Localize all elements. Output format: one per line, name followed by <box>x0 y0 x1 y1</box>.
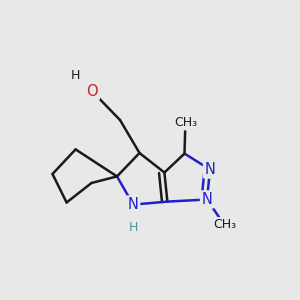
Text: H: H <box>128 220 138 234</box>
Text: CH₃: CH₃ <box>174 116 197 129</box>
Text: H: H <box>70 69 80 82</box>
Text: N: N <box>205 162 215 177</box>
Text: O: O <box>87 84 98 99</box>
Text: N: N <box>202 192 212 207</box>
Text: N: N <box>128 197 139 212</box>
Text: CH₃: CH₃ <box>213 218 236 232</box>
